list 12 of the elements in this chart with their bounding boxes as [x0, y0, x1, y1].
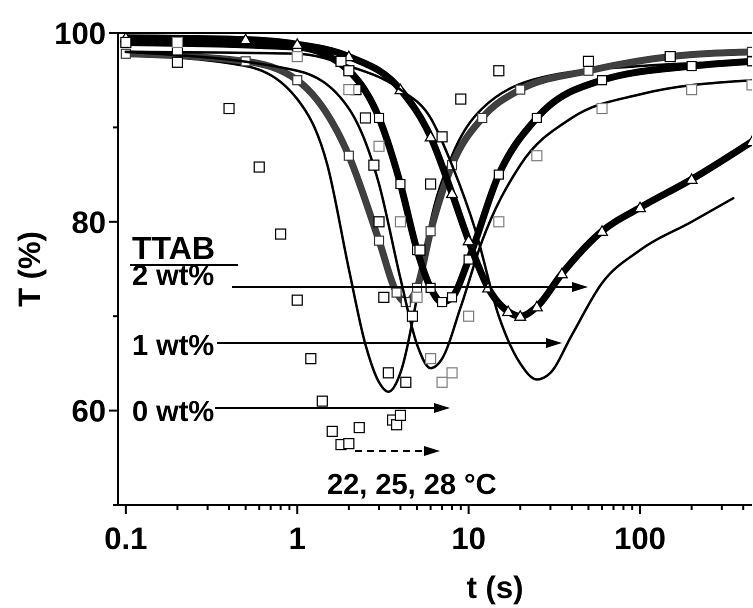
annotation: 0 wt% — [132, 396, 214, 428]
x-tick-label: 10 — [451, 521, 486, 556]
y-axis-title: T (%) — [12, 231, 47, 307]
annotation: 1 wt% — [132, 330, 214, 362]
x-tick-label: 1 — [288, 521, 306, 556]
x-tick-label: 100 — [614, 521, 666, 556]
annotation: 22, 25, 28 °C — [327, 469, 497, 501]
y-tick-label: 80 — [72, 204, 106, 240]
y-tick-label: 60 — [72, 394, 106, 429]
x-tick-label: 0.1 — [104, 521, 148, 556]
y-tick-label: 100 — [54, 16, 106, 51]
x-axis-title: t (s) — [466, 570, 524, 605]
